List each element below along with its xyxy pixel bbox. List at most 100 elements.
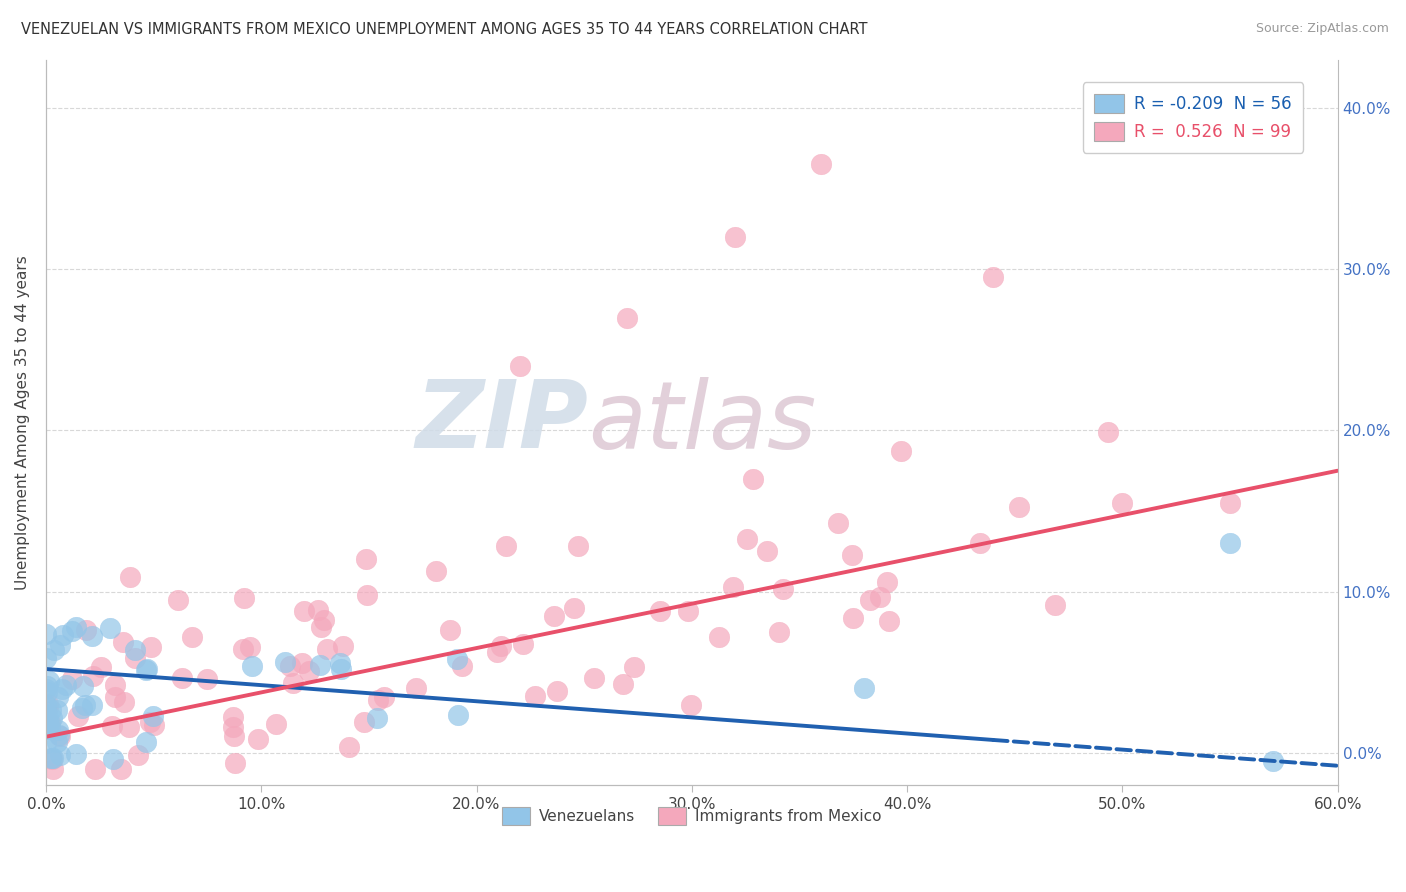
- Point: [118, 720, 141, 734]
- Point: [73, 698, 96, 712]
- Point: [309, 620, 332, 634]
- Point: [562, 600, 585, 615]
- Point: [37, 685, 59, 699]
- Point: [35, 736, 58, 750]
- Point: [721, 580, 744, 594]
- Point: [98, 621, 121, 635]
- Point: [112, 695, 135, 709]
- Point: [274, 655, 297, 669]
- Point: [80, 629, 103, 643]
- Point: [222, 720, 245, 734]
- Point: [247, 731, 270, 746]
- Point: [859, 593, 882, 607]
- Point: [1219, 536, 1241, 550]
- Point: [969, 535, 991, 549]
- Point: [82, 669, 104, 683]
- Point: [524, 689, 547, 703]
- Point: [827, 516, 849, 530]
- Point: [124, 651, 146, 665]
- Point: [41, 711, 63, 725]
- Point: [308, 658, 330, 673]
- Point: [118, 570, 141, 584]
- Point: [35, 707, 58, 722]
- Point: [142, 718, 165, 732]
- Point: [1261, 754, 1284, 768]
- Point: [582, 671, 605, 685]
- Point: [65, 620, 87, 634]
- Point: [486, 645, 509, 659]
- Point: [35, 681, 58, 696]
- Point: [232, 642, 254, 657]
- Point: [768, 625, 790, 640]
- Point: [330, 662, 353, 676]
- Point: [42, 642, 65, 657]
- Point: [65, 747, 87, 762]
- Point: [853, 681, 876, 695]
- Point: [332, 640, 354, 654]
- Point: [35, 723, 58, 737]
- Point: [489, 640, 512, 654]
- Point: [676, 605, 699, 619]
- Point: [681, 698, 703, 712]
- Point: [48, 728, 70, 742]
- Point: [756, 543, 779, 558]
- Point: [512, 638, 534, 652]
- Point: [70, 700, 93, 714]
- Point: [136, 662, 159, 676]
- Point: [981, 270, 1004, 285]
- Point: [425, 564, 447, 578]
- Point: [49, 638, 72, 652]
- Point: [221, 710, 243, 724]
- Point: [124, 643, 146, 657]
- Point: [49, 729, 72, 743]
- Point: [75, 624, 97, 638]
- Point: [224, 756, 246, 771]
- Point: [842, 610, 865, 624]
- Point: [567, 539, 589, 553]
- Point: [337, 739, 360, 754]
- Point: [509, 359, 531, 373]
- Point: [709, 630, 731, 644]
- Point: [38, 720, 60, 734]
- Point: [232, 591, 254, 606]
- Point: [45, 703, 67, 717]
- Point: [100, 719, 122, 733]
- Text: Source: ZipAtlas.com: Source: ZipAtlas.com: [1256, 22, 1389, 36]
- Point: [181, 630, 204, 644]
- Point: [60, 624, 83, 638]
- Point: [405, 681, 427, 696]
- Point: [46, 690, 69, 704]
- Point: [737, 532, 759, 546]
- Point: [297, 664, 319, 678]
- Point: [72, 679, 94, 693]
- Point: [312, 613, 335, 627]
- Point: [772, 582, 794, 597]
- Point: [67, 709, 90, 723]
- Point: [90, 660, 112, 674]
- Point: [37, 679, 59, 693]
- Point: [103, 752, 125, 766]
- Point: [37, 717, 59, 731]
- Point: [439, 623, 461, 637]
- Point: [195, 672, 218, 686]
- Point: [616, 310, 638, 325]
- Text: atlas: atlas: [589, 376, 817, 467]
- Point: [37, 697, 59, 711]
- Point: [1045, 598, 1067, 612]
- Point: [623, 659, 645, 673]
- Point: [281, 676, 304, 690]
- Point: [42, 762, 65, 776]
- Point: [742, 472, 765, 486]
- Point: [869, 590, 891, 604]
- Point: [546, 684, 568, 698]
- Point: [1111, 496, 1133, 510]
- Point: [41, 752, 63, 766]
- Point: [353, 715, 375, 730]
- Point: [170, 672, 193, 686]
- Point: [280, 659, 302, 673]
- Point: [1219, 496, 1241, 510]
- Point: [240, 659, 263, 673]
- Legend: Venezuelans, Immigrants from Mexico: Venezuelans, Immigrants from Mexico: [492, 797, 891, 836]
- Point: [38, 716, 60, 731]
- Y-axis label: Unemployment Among Ages 35 to 44 years: Unemployment Among Ages 35 to 44 years: [15, 255, 30, 590]
